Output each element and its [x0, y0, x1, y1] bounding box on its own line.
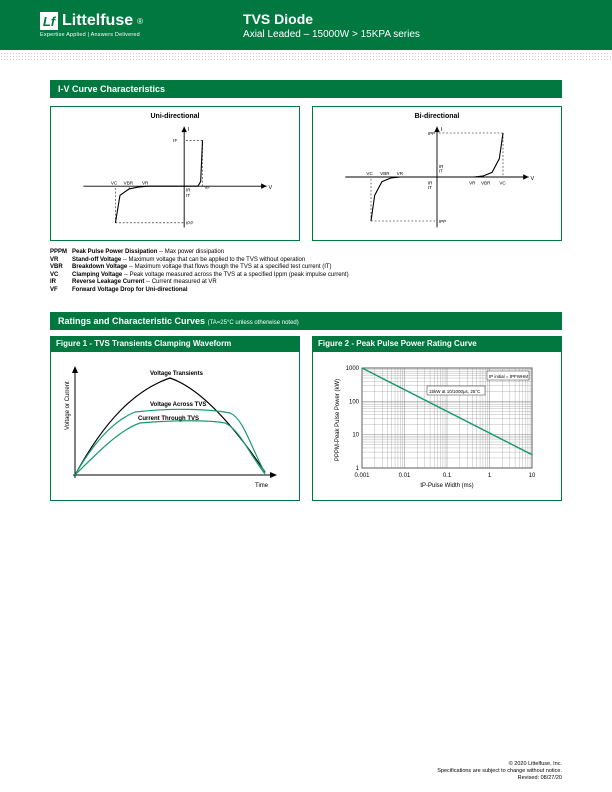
svg-text:VR: VR [397, 171, 404, 176]
svg-text:VC: VC [111, 180, 118, 185]
svg-text:VC: VC [499, 180, 506, 185]
svg-text:IT: IT [428, 185, 432, 190]
logo-block: Lf Littelfuse ® Expertise Applied | Answ… [40, 12, 143, 38]
dot-separator [0, 52, 612, 60]
svg-text:IPP: IPP [439, 219, 446, 224]
svg-text:IPP: IPP [186, 221, 193, 226]
bi-iv-curve: V I IPP IPP VC VBR VR VR VBR VC IT IR [319, 122, 555, 232]
curve-voltage-transients [75, 378, 265, 475]
page-header: Lf Littelfuse ® Expertise Applied | Answ… [0, 0, 612, 50]
doc-title: TVS Diode [243, 11, 420, 27]
svg-text:10: 10 [352, 433, 359, 439]
svg-text:IF: IF [173, 138, 177, 143]
doc-subtitle: Axial Leaded – 15000W > 15KPA series [243, 29, 420, 40]
footer-revised: Revised: 08/27/20 [437, 775, 562, 782]
fig1-waveform: Voltage or Current Time Voltage Transien… [59, 360, 291, 490]
param-definitions: PPPMPeak Pulse Power Dissipation -- Max … [50, 249, 562, 294]
svg-text:0.001: 0.001 [354, 473, 370, 479]
svg-text:IT: IT [186, 193, 190, 198]
svg-text:IPP: IPP [428, 131, 435, 136]
svg-text:V: V [269, 185, 273, 191]
uni-title: Uni-directional [57, 113, 293, 120]
iv-section-bar: I-V Curve Characteristics [50, 80, 562, 98]
bi-title: Bi-directional [319, 113, 555, 120]
svg-text:15kW at 10/1000μs, 25°C: 15kW at 10/1000μs, 25°C [429, 389, 481, 394]
svg-text:tP initial = tPFWHM: tP initial = tPFWHM [489, 374, 528, 379]
svg-text:VBR: VBR [380, 171, 390, 176]
fig2-panel: tP initial = tPFWHM 15kW at 10/1000μs, 2… [312, 351, 562, 501]
brand-name: Littelfuse [62, 12, 133, 30]
fig2-title-bar: Figure 2 - Peak Pulse Power Rating Curve [312, 336, 562, 351]
fig1-title-bar: Figure 1 - TVS Transients Clamping Wavef… [50, 336, 300, 351]
svg-text:1: 1 [356, 466, 360, 472]
brand-tagline: Expertise Applied | Answers Delivered [40, 32, 143, 38]
uni-directional-panel: Uni-directional V I VF IF [50, 106, 300, 241]
page-footer: © 2020 Littelfuse, Inc. Specifications a… [437, 761, 562, 782]
uni-iv-curve: V I VF IF VC VBR VR IR IT IPP [57, 122, 293, 232]
svg-text:IT: IT [439, 168, 443, 173]
fig1-ylabel: Voltage or Current [65, 381, 71, 430]
svg-text:0.1: 0.1 [443, 473, 452, 479]
svg-text:I: I [441, 127, 443, 133]
svg-text:PPPM-Peak Pulse Power (kW): PPPM-Peak Pulse Power (kW) [335, 379, 341, 461]
svg-text:I: I [188, 127, 190, 133]
svg-text:10: 10 [529, 473, 536, 479]
footer-disclaimer: Specifications are subject to change wit… [437, 768, 562, 775]
svg-text:Voltage Transients: Voltage Transients [150, 371, 204, 377]
svg-text:VC: VC [366, 171, 373, 176]
svg-text:IR: IR [186, 188, 191, 193]
fig1-panel: Voltage or Current Time Voltage Transien… [50, 351, 300, 501]
svg-text:VR: VR [142, 180, 149, 185]
svg-text:0.01: 0.01 [399, 473, 411, 479]
svg-text:tP-Pulse Width (ms): tP-Pulse Width (ms) [420, 483, 473, 489]
svg-text:VBR: VBR [481, 180, 491, 185]
svg-text:VBR: VBR [124, 180, 134, 185]
svg-text:100: 100 [349, 399, 360, 405]
svg-text:VR: VR [469, 180, 476, 185]
fig2-loglog: tP initial = tPFWHM 15kW at 10/1000μs, 2… [321, 360, 553, 490]
ratings-section-bar: Ratings and Characteristic Curves (TA=25… [50, 312, 562, 330]
bi-directional-panel: Bi-directional V I IPP IPP VC VBR [312, 106, 562, 241]
svg-text:Voltage Across TVS: Voltage Across TVS [150, 402, 206, 408]
footer-copyright: © 2020 Littelfuse, Inc. [437, 761, 562, 768]
doc-title-block: TVS Diode Axial Leaded – 15000W > 15KPA … [243, 11, 420, 40]
svg-text:VF: VF [204, 185, 210, 190]
curve-current-through-tvs [75, 421, 265, 475]
svg-text:V: V [531, 176, 535, 182]
svg-text:Current Through TVS: Current Through TVS [138, 416, 199, 422]
svg-text:IR: IR [439, 164, 444, 169]
logo-mark: Lf [40, 12, 58, 30]
svg-text:1: 1 [488, 473, 492, 479]
svg-text:1000: 1000 [346, 366, 360, 372]
fig1-xlabel: Time [255, 483, 269, 489]
